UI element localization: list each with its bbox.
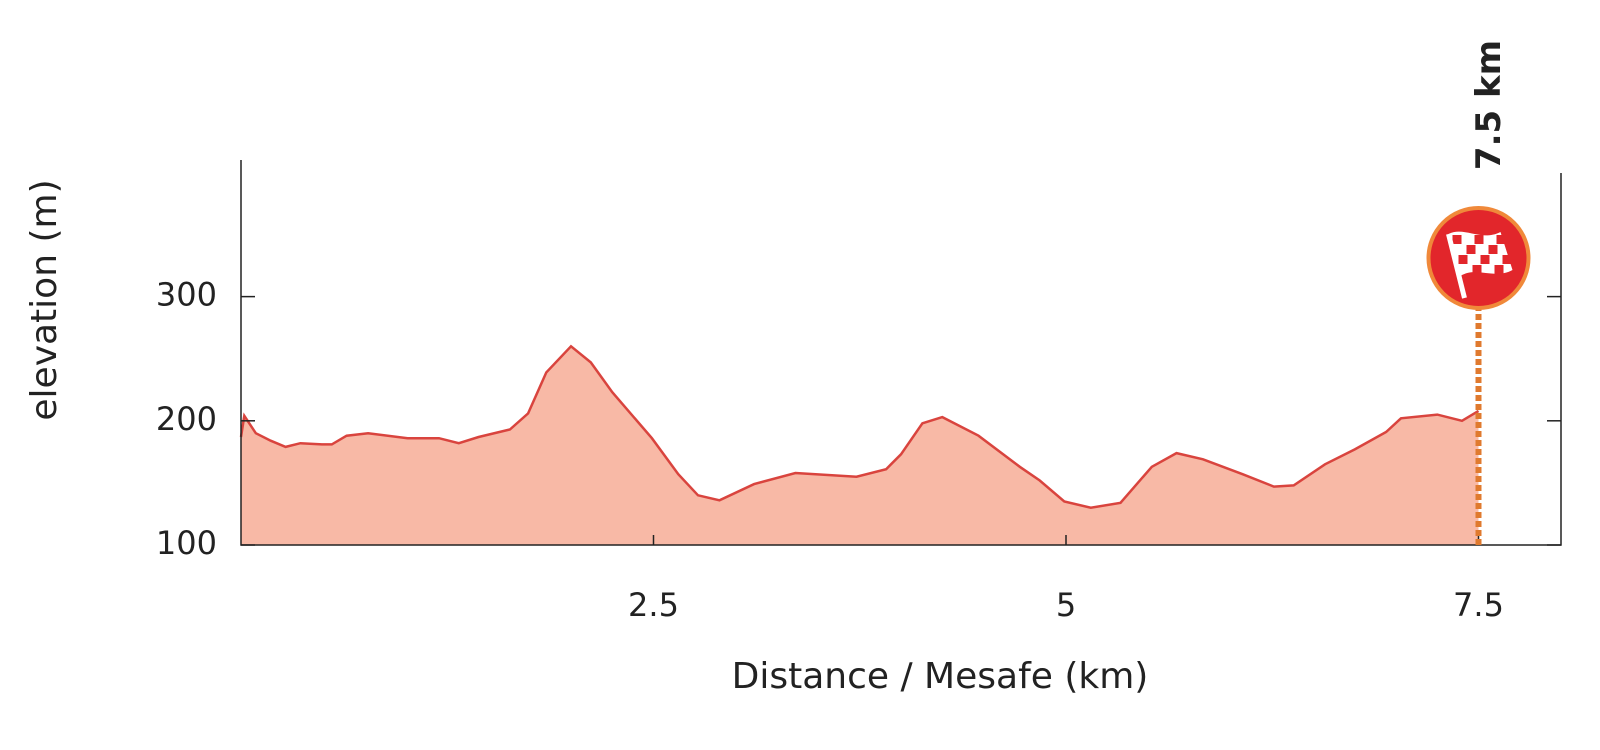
finish-label: 7.5 km xyxy=(1469,40,1509,170)
x-tick-label: 2.5 xyxy=(628,586,679,624)
y-tick-label: 100 xyxy=(156,524,217,562)
elevation-area xyxy=(241,346,1479,545)
y-axis-label: elevation (m) xyxy=(24,179,65,420)
flag-check xyxy=(1452,235,1462,244)
flag-pole xyxy=(1446,233,1467,299)
flag-check xyxy=(1502,255,1512,264)
flag-check xyxy=(1494,265,1504,274)
flag-check xyxy=(1480,255,1490,264)
flag-check xyxy=(1488,245,1498,254)
elevation-line xyxy=(239,344,1480,509)
finish-flag xyxy=(1446,231,1513,299)
flag-check xyxy=(1466,245,1476,254)
x-axis-label: Distance / Mesafe (km) xyxy=(732,656,1149,697)
y-tick-label: 200 xyxy=(156,400,217,438)
flag-check xyxy=(1472,265,1482,274)
x-tick-label: 5 xyxy=(1056,586,1076,624)
flag-check xyxy=(1474,235,1484,244)
x-tick-label: 7.5 xyxy=(1453,586,1504,624)
axis-frame xyxy=(240,160,1562,546)
y-tick-label: 300 xyxy=(156,276,217,314)
flag-check xyxy=(1496,235,1506,244)
flag-check xyxy=(1458,255,1468,264)
